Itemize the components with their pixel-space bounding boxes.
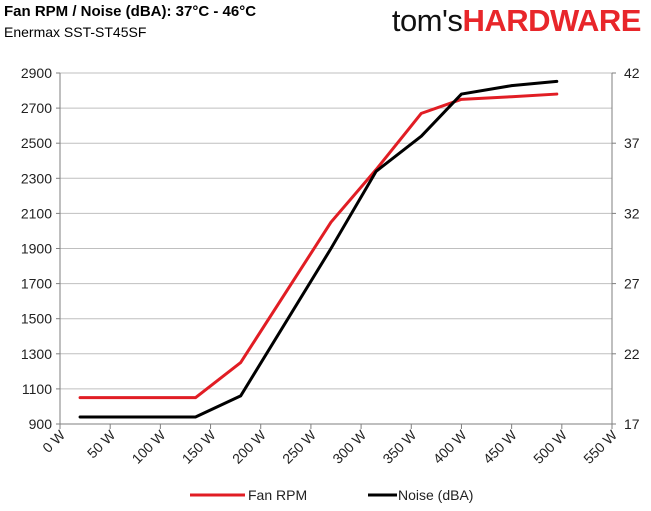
noise-point: [555, 80, 558, 83]
fan-rpm-point: [78, 396, 82, 399]
right-y-tick-label: 37: [624, 135, 640, 151]
fan-rpm-point: [329, 220, 333, 224]
noise-point: [420, 134, 423, 138]
left-y-tick-label: 2100: [21, 205, 52, 221]
x-tick-label: 500 W: [530, 426, 570, 466]
left-y-tick-label: 1700: [21, 276, 52, 292]
x-tick-label: 400 W: [430, 426, 470, 466]
noise-point: [510, 84, 513, 87]
x-tick-label: 200 W: [229, 426, 269, 466]
left-y-tick-labels: 900 1100 1300 1500 1700 1900 2100 2300 2500 2700 2…: [21, 65, 52, 432]
fan-rpm-point: [510, 95, 513, 98]
fan-rpm-point: [194, 396, 197, 399]
left-y-tick-label: 1900: [21, 241, 52, 257]
x-tick-label: 300 W: [329, 426, 369, 466]
x-tick-label: 350 W: [379, 426, 419, 466]
right-y-tick-label: 17: [624, 416, 640, 432]
chart-title: Fan RPM / Noise (dBA): 37°C - 46°C: [4, 3, 257, 20]
fan-rpm-point: [239, 361, 242, 364]
fan-rpm-point: [420, 112, 423, 115]
left-y-tick-label: 2500: [21, 135, 52, 151]
fan-rpm-point: [460, 98, 463, 101]
left-y-tick-label: 2700: [21, 100, 52, 116]
fan-rpm-point: [555, 92, 558, 96]
x-tick-label: 150 W: [179, 426, 219, 466]
x-tick-labels: 0 W 50 W 100 W 150 W 200 W 250 W 300 W 350 W 400…: [39, 426, 620, 466]
noise-point: [239, 394, 242, 398]
logo-part-hardware: HARDWARE: [462, 3, 641, 38]
right-y-tick-label: 32: [624, 205, 640, 221]
gridlines: [60, 72, 612, 390]
right-y-tick-label: 42: [624, 65, 640, 81]
legend: Fan RPM Noise (dBA): [190, 487, 473, 503]
left-y-tick-label: 1500: [21, 311, 52, 327]
noise-point: [460, 92, 463, 96]
legend-noise-label: Noise (dBA): [398, 487, 473, 503]
left-y-tick-label: 1300: [21, 346, 52, 362]
noise-point: [194, 415, 197, 419]
fan-rpm-line: [78, 92, 559, 400]
noise-point: [78, 415, 82, 419]
noise-point: [374, 170, 378, 173]
noise-line: [78, 79, 559, 419]
left-y-tick-label: 900: [29, 416, 53, 432]
right-y-tick-label: 22: [624, 346, 640, 362]
x-tick-label: 50 W: [84, 426, 119, 461]
chart-header: Fan RPM / Noise (dBA): 37°C - 46°C Enerm…: [0, 0, 651, 46]
logo-part-toms: tom's: [391, 3, 463, 38]
axes: [56, 72, 616, 429]
legend-fan-rpm-label: Fan RPM: [248, 487, 307, 503]
right-y-tick-labels: 17 22 27 32 37 42: [624, 65, 640, 432]
chart-subtitle: Enermax SST-ST45SF: [4, 24, 147, 40]
left-y-tick-label: 2900: [21, 65, 52, 81]
x-tick-label: 100 W: [129, 426, 169, 466]
x-tick-label: 550 W: [580, 426, 620, 466]
noise-point: [329, 247, 333, 250]
toms-hardware-logo: tom'sHARDWARE: [391, 3, 642, 39]
series-lines: [78, 79, 559, 419]
left-y-tick-label: 1100: [22, 381, 52, 397]
left-y-tick-label: 2300: [21, 170, 52, 186]
right-y-tick-label: 27: [624, 276, 640, 292]
x-tick-label: 450 W: [480, 426, 520, 466]
x-tick-label: 250 W: [279, 426, 319, 466]
